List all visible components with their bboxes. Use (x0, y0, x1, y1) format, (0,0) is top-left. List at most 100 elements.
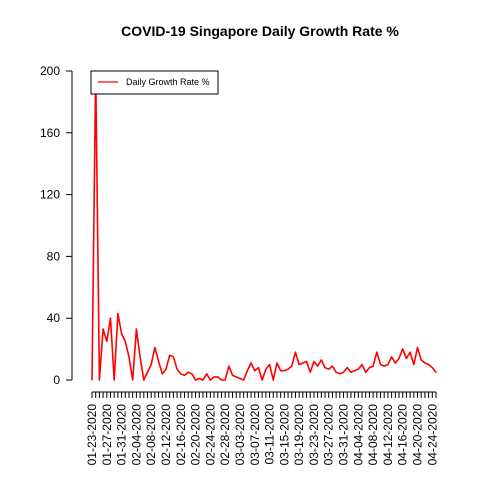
data-point (113, 379, 115, 381)
x-axis: 01-23-2020 01-27-2020 01-31-2020 02-04-2020… (85, 391, 439, 466)
data-point (402, 348, 404, 350)
data-point (372, 365, 374, 367)
x-tick-label: 03-03-2020 (233, 404, 247, 466)
data-point (161, 373, 163, 375)
data-point (172, 356, 174, 358)
y-axis: 0 40 80 120 160 200 (40, 64, 73, 387)
data-point (413, 363, 415, 366)
data-point (379, 363, 382, 366)
x-tick-label: 02-24-2020 (203, 404, 217, 466)
data-point (183, 374, 186, 376)
legend-box (90, 70, 219, 95)
data-point (405, 357, 408, 359)
data-point (398, 357, 400, 359)
data-point (209, 379, 211, 381)
data-point (294, 351, 297, 353)
data-point (365, 371, 367, 373)
data-point (376, 351, 378, 353)
y-tick-label: 200 (40, 64, 60, 78)
data-point (298, 363, 300, 366)
data-point (217, 376, 219, 378)
x-tick-label: 03-07-2020 (248, 404, 262, 466)
x-tick-label: 04-08-2020 (366, 404, 380, 466)
data-point (272, 379, 274, 381)
x-tick-label: 02-12-2020 (159, 404, 173, 466)
x-tick-label: 03-27-2020 (322, 404, 336, 466)
data-point (276, 362, 278, 364)
data-point (331, 365, 334, 367)
data-point (165, 368, 167, 370)
data-point (328, 368, 330, 370)
data-point (191, 373, 193, 375)
y-tick-label: 160 (40, 126, 60, 140)
data-point (224, 379, 226, 381)
x-tick-label: 03-31-2020 (337, 404, 351, 466)
data-point (220, 379, 223, 381)
data-point (213, 376, 215, 378)
data-point (265, 368, 267, 370)
data-point (342, 371, 345, 373)
data-point (254, 370, 256, 372)
data-point (194, 379, 197, 381)
data-point (169, 354, 171, 356)
data-point (428, 363, 430, 366)
data-point (150, 363, 152, 366)
x-tick-label: 04-04-2020 (351, 404, 365, 466)
data-point (120, 333, 123, 335)
y-tick-label: 40 (47, 311, 61, 325)
x-tick-label: 01-31-2020 (115, 404, 129, 466)
series-layer (91, 70, 437, 381)
x-tick-label: 03-11-2020 (263, 404, 277, 465)
data-point (143, 379, 145, 381)
data-point (239, 377, 241, 380)
data-point (157, 360, 160, 363)
y-tick-label: 120 (40, 188, 60, 202)
data-point (339, 373, 341, 375)
data-point (231, 374, 234, 376)
data-point (176, 368, 178, 370)
data-point (106, 340, 108, 342)
data-point (391, 356, 393, 358)
data-point (305, 360, 308, 363)
data-point (180, 373, 182, 375)
data-point (132, 379, 134, 381)
data-point (320, 359, 322, 361)
x-tick-label: 04-12-2020 (381, 404, 395, 466)
data-point (357, 368, 359, 370)
data-point (420, 359, 422, 361)
data-point (409, 351, 411, 353)
data-point (416, 346, 419, 349)
data-point (350, 371, 352, 373)
x-tick-label: 02-04-2020 (129, 404, 143, 466)
data-point (431, 367, 433, 369)
y-tick-label: 0 (53, 373, 60, 387)
data-point (187, 371, 189, 373)
data-point (354, 370, 356, 372)
x-tick-label: 03-19-2020 (292, 404, 306, 466)
data-point (394, 362, 396, 364)
x-tick-label: 02-20-2020 (189, 404, 203, 466)
x-tick-label: 04-24-2020 (425, 404, 439, 466)
data-point (146, 371, 149, 373)
data-point (128, 356, 130, 358)
data-point (261, 379, 263, 381)
series-line-daily-growth-rate (91, 70, 437, 381)
data-point (368, 367, 371, 369)
x-tick-label: 02-08-2020 (144, 404, 158, 466)
data-point (287, 368, 289, 370)
y-tick-label: 80 (47, 249, 61, 263)
data-point (435, 371, 437, 373)
data-point (317, 365, 319, 367)
chart-title: COVID-19 Singapore Daily Growth Rate % (121, 23, 399, 39)
data-point (228, 365, 230, 367)
data-point (91, 379, 93, 381)
data-point (98, 379, 100, 381)
data-point (313, 360, 315, 363)
x-tick-label: 02-28-2020 (218, 404, 232, 466)
data-point (383, 365, 385, 367)
data-point (250, 362, 252, 364)
data-point (283, 370, 285, 372)
data-point (387, 363, 389, 366)
data-point (291, 365, 293, 367)
